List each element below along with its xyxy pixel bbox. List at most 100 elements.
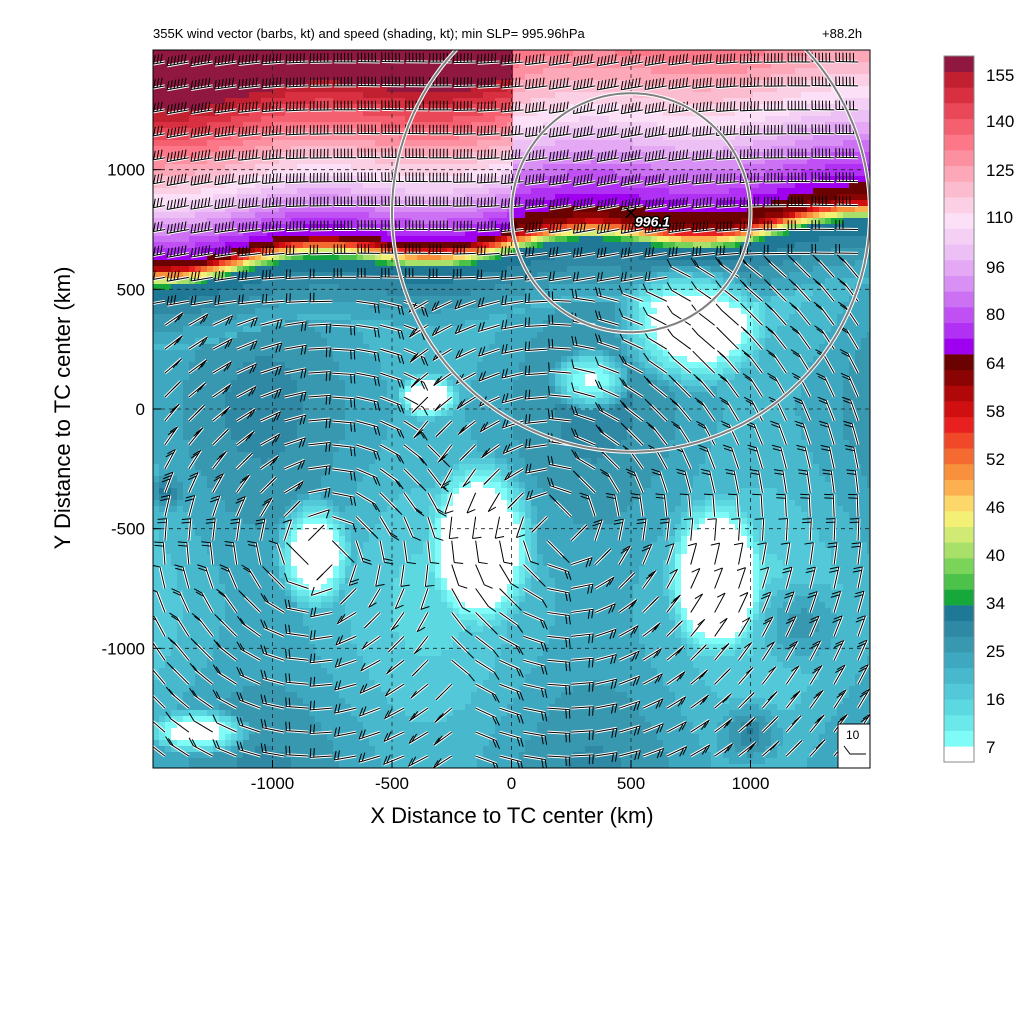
shade-cell (543, 200, 550, 207)
shade-cell (459, 92, 466, 99)
shade-cell (603, 272, 610, 279)
shade-cell (783, 248, 790, 255)
shade-cell (555, 164, 562, 171)
shade-cell (507, 104, 514, 111)
shade-cell (777, 68, 784, 75)
shade-cell (765, 134, 772, 141)
shade-cell (471, 152, 478, 159)
shade-cell (867, 122, 870, 129)
shade-cell (867, 290, 870, 297)
shade-cell (177, 80, 184, 87)
shade-cell (609, 182, 616, 189)
shade-cell (543, 104, 550, 111)
shade-cell (231, 218, 238, 225)
shade-cell (567, 260, 574, 267)
shade-cell (489, 278, 496, 285)
shade-cell (813, 242, 820, 249)
shade-cell (837, 104, 844, 111)
shade-cell (177, 74, 184, 81)
shade-cell (825, 182, 832, 189)
shade-cell (405, 116, 412, 123)
shade-cell (687, 152, 694, 159)
shade-cell (405, 266, 412, 273)
shade-cell (567, 284, 574, 291)
shade-cell (477, 230, 484, 237)
shade-cell (585, 206, 592, 213)
shade-cell (207, 56, 214, 63)
shade-cell (867, 152, 870, 159)
shade-cell (435, 248, 442, 255)
shade-cell (567, 224, 574, 231)
shade-cell (663, 152, 670, 159)
shade-cell (735, 86, 742, 93)
shade-cell (513, 284, 520, 291)
shade-cell (543, 110, 550, 117)
shade-cell (681, 212, 688, 219)
shade-cell (255, 50, 262, 57)
shade-cell (495, 212, 502, 219)
shade-cell (639, 284, 646, 291)
shade-cell (255, 68, 262, 75)
shade-cell (531, 224, 538, 231)
shade-cell (333, 56, 340, 63)
shade-cell (687, 284, 694, 291)
shade-cell (423, 50, 430, 57)
shade-cell (525, 50, 532, 57)
shade-cell (429, 266, 436, 273)
shade-cell (399, 62, 406, 69)
shade-cell (153, 68, 160, 75)
shade-cell (639, 80, 646, 87)
shade-cell (453, 98, 460, 105)
shade-cell (465, 272, 472, 279)
shade-cell (447, 248, 454, 255)
shade-cell (189, 212, 196, 219)
shade-cell (825, 164, 832, 171)
shade-cell (315, 116, 322, 123)
shade-cell (663, 248, 670, 255)
shade-cell (465, 80, 472, 87)
shade-cell (717, 272, 724, 279)
shade-cell (303, 284, 310, 291)
shade-cell (411, 62, 418, 69)
shade-cell (333, 218, 340, 225)
shade-cell (699, 50, 706, 57)
shade-cell (225, 110, 232, 117)
shade-cell (411, 254, 418, 261)
shade-cell (375, 206, 382, 213)
shade-cell (639, 254, 646, 261)
shade-cell (831, 104, 838, 111)
shade-cell (153, 290, 160, 297)
shade-cell (855, 92, 862, 99)
shade-cell (309, 152, 316, 159)
shade-cell (753, 98, 760, 105)
shade-cell (333, 122, 340, 129)
shade-cell (507, 230, 514, 237)
shade-cell (183, 194, 190, 201)
shade-cell (339, 98, 346, 105)
shade-cell (261, 122, 268, 129)
shade-cell (219, 116, 226, 123)
shade-cell (339, 146, 346, 153)
shade-cell (597, 140, 604, 147)
shade-cell (717, 134, 724, 141)
shade-cell (741, 272, 748, 279)
shade-cell (861, 170, 868, 177)
shade-cell (381, 248, 388, 255)
shade-cell (177, 266, 184, 273)
shade-cell (525, 128, 532, 135)
shade-cell (159, 194, 166, 201)
shade-cell (861, 146, 868, 153)
shade-cell (357, 98, 364, 105)
shade-cell (675, 236, 682, 243)
shade-cell (159, 62, 166, 69)
shade-cell (357, 266, 364, 273)
shade-cell (231, 212, 238, 219)
shade-cell (471, 92, 478, 99)
shade-cell (717, 146, 724, 153)
shade-cell (339, 170, 346, 177)
shade-cell (723, 134, 730, 141)
shade-cell (213, 122, 220, 129)
shade-cell (321, 158, 328, 165)
shade-cell (597, 128, 604, 135)
shade-cell (243, 92, 250, 99)
